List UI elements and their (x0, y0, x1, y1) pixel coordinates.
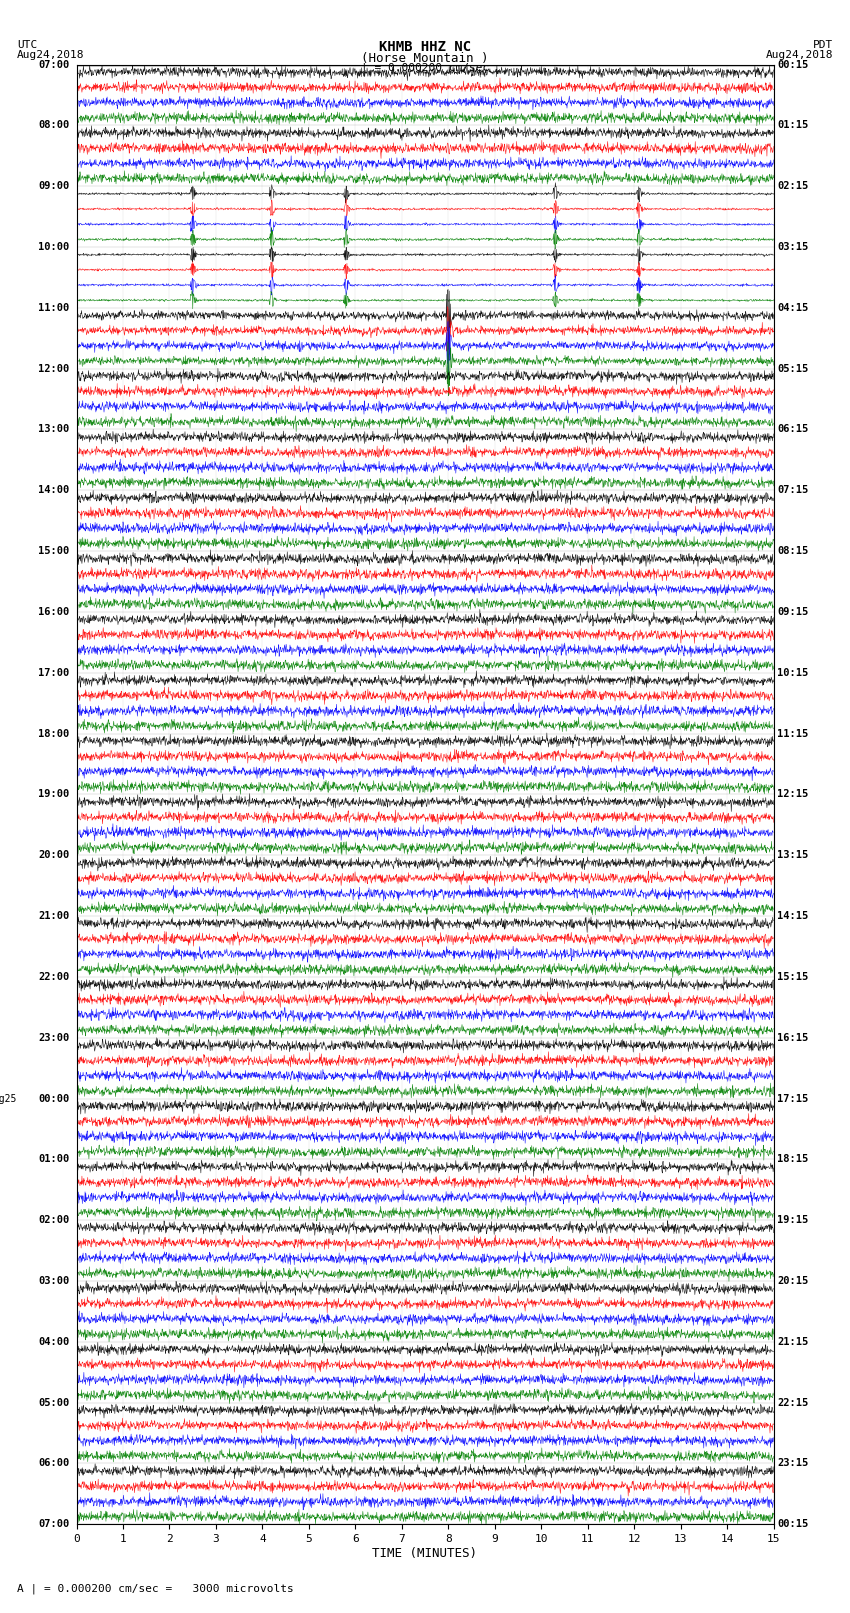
Text: 17:00: 17:00 (38, 668, 70, 677)
Text: 07:15: 07:15 (777, 486, 808, 495)
Text: PDT: PDT (813, 40, 833, 50)
Text: 07:00: 07:00 (38, 1519, 70, 1529)
X-axis label: TIME (MINUTES): TIME (MINUTES) (372, 1547, 478, 1560)
Text: 09:00: 09:00 (38, 181, 70, 192)
Text: 02:15: 02:15 (777, 181, 808, 192)
Text: 02:00: 02:00 (38, 1215, 70, 1226)
Text: Aug24,2018: Aug24,2018 (17, 50, 84, 60)
Text: 04:15: 04:15 (777, 303, 808, 313)
Text: 12:00: 12:00 (38, 363, 70, 374)
Text: Aug25: Aug25 (0, 1094, 17, 1103)
Text: 06:00: 06:00 (38, 1458, 70, 1468)
Text: UTC: UTC (17, 40, 37, 50)
Text: | = 0.000200 cm/sec: | = 0.000200 cm/sec (361, 63, 489, 74)
Text: 15:15: 15:15 (777, 973, 808, 982)
Text: 22:15: 22:15 (777, 1397, 808, 1408)
Text: 00:15: 00:15 (777, 1519, 808, 1529)
Text: 19:15: 19:15 (777, 1215, 808, 1226)
Text: 18:15: 18:15 (777, 1155, 808, 1165)
Text: 09:15: 09:15 (777, 606, 808, 616)
Text: 11:00: 11:00 (38, 303, 70, 313)
Text: 17:15: 17:15 (777, 1094, 808, 1103)
Text: 21:00: 21:00 (38, 911, 70, 921)
Text: 16:15: 16:15 (777, 1032, 808, 1042)
Text: 13:15: 13:15 (777, 850, 808, 860)
Text: 10:15: 10:15 (777, 668, 808, 677)
Text: 23:00: 23:00 (38, 1032, 70, 1042)
Text: 18:00: 18:00 (38, 729, 70, 739)
Text: (Horse Mountain ): (Horse Mountain ) (361, 52, 489, 65)
Text: KHMB HHZ NC: KHMB HHZ NC (379, 40, 471, 55)
Text: 16:00: 16:00 (38, 606, 70, 616)
Text: 19:00: 19:00 (38, 789, 70, 800)
Text: 06:15: 06:15 (777, 424, 808, 434)
Text: 23:15: 23:15 (777, 1458, 808, 1468)
Text: 08:15: 08:15 (777, 547, 808, 556)
Text: 08:00: 08:00 (38, 121, 70, 131)
Text: Aug24,2018: Aug24,2018 (766, 50, 833, 60)
Text: 01:15: 01:15 (777, 121, 808, 131)
Text: 10:00: 10:00 (38, 242, 70, 252)
Text: 22:00: 22:00 (38, 973, 70, 982)
Text: 13:00: 13:00 (38, 424, 70, 434)
Text: 04:00: 04:00 (38, 1337, 70, 1347)
Text: 20:00: 20:00 (38, 850, 70, 860)
Text: 05:00: 05:00 (38, 1397, 70, 1408)
Text: 12:15: 12:15 (777, 789, 808, 800)
Text: A | = 0.000200 cm/sec =   3000 microvolts: A | = 0.000200 cm/sec = 3000 microvolts (17, 1582, 294, 1594)
Text: 01:00: 01:00 (38, 1155, 70, 1165)
Text: 15:00: 15:00 (38, 547, 70, 556)
Text: 00:15: 00:15 (777, 60, 808, 69)
Text: 03:15: 03:15 (777, 242, 808, 252)
Text: 03:00: 03:00 (38, 1276, 70, 1286)
Text: 00:00: 00:00 (38, 1094, 70, 1103)
Text: 11:15: 11:15 (777, 729, 808, 739)
Text: 20:15: 20:15 (777, 1276, 808, 1286)
Text: 14:00: 14:00 (38, 486, 70, 495)
Text: 14:15: 14:15 (777, 911, 808, 921)
Text: 21:15: 21:15 (777, 1337, 808, 1347)
Text: 07:00: 07:00 (38, 60, 70, 69)
Text: 05:15: 05:15 (777, 363, 808, 374)
